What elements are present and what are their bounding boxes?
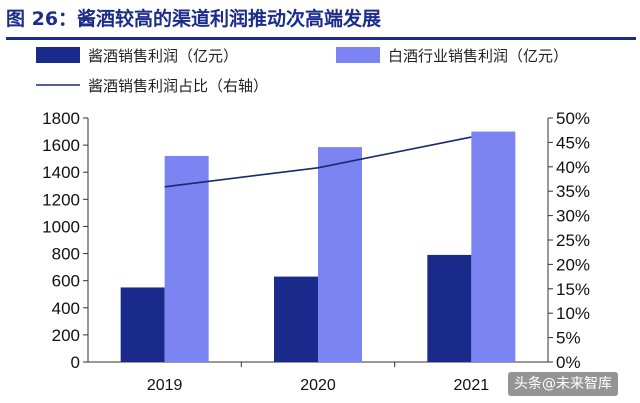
bar-baijiu xyxy=(164,155,209,362)
y-left-tick-label: 1800 xyxy=(42,109,80,128)
y-right-tick-label: 20% xyxy=(556,255,590,274)
legend: 酱酒销售利润（亿元） 白酒行业销售利润（亿元） 酱酒销售利润占比（右轴） xyxy=(36,47,568,95)
y-left-tick-label: 600 xyxy=(52,272,80,291)
y-right-tick-label: 40% xyxy=(556,158,590,177)
bar-jiangjiu xyxy=(427,254,472,362)
y-left-tick-label: 400 xyxy=(52,299,80,318)
tick-labels: 0 200 400 600 800 1000 1200 1400 1600 1800 0% 5% 10%… xyxy=(42,109,590,394)
bar-baijiu xyxy=(318,147,362,362)
watermark: 头条@未来智库 xyxy=(508,372,618,396)
bar-jiangjiu xyxy=(120,287,165,362)
y-left-tick-label: 0 xyxy=(71,353,80,372)
title-divider xyxy=(6,37,636,40)
x-category-label: 2019 xyxy=(147,377,183,394)
x-category-label: 2020 xyxy=(300,377,336,394)
y-left-tick-label: 1600 xyxy=(42,136,80,155)
y-left-tick-label: 1200 xyxy=(42,190,80,209)
y-right-tick-label: 30% xyxy=(556,207,590,226)
line-jiangjiu-share xyxy=(164,136,472,188)
legend-label: 白酒行业销售利润（亿元） xyxy=(388,47,568,65)
legend-label: 酱酒销售利润占比（右轴） xyxy=(88,77,268,95)
y-left-tick-label: 1400 xyxy=(42,163,80,182)
y-right-tick-label: 5% xyxy=(556,329,581,348)
legend-label: 酱酒销售利润（亿元） xyxy=(88,47,238,65)
legend-swatch xyxy=(36,47,80,63)
x-category-label: 2021 xyxy=(454,377,490,394)
bar-baijiu xyxy=(471,131,516,362)
y-right-tick-label: 10% xyxy=(556,304,590,323)
lines xyxy=(164,136,472,188)
y-right-tick-label: 0% xyxy=(556,353,581,372)
y-left-tick-label: 1000 xyxy=(42,217,80,236)
y-left-tick-label: 200 xyxy=(52,326,80,345)
figure-title: 图 26：酱酒较高的渠道利润推动次高端发展 xyxy=(6,8,382,30)
y-right-tick-label: 50% xyxy=(556,109,590,128)
y-right-tick-label: 45% xyxy=(556,133,590,152)
y-right-tick-label: 25% xyxy=(556,231,590,250)
y-right-tick-label: 15% xyxy=(556,280,590,299)
y-left-tick-label: 800 xyxy=(52,245,80,264)
bar-jiangjiu xyxy=(274,276,318,362)
bars xyxy=(120,131,516,362)
y-right-tick-label: 35% xyxy=(556,182,590,201)
legend-swatch xyxy=(336,47,380,63)
